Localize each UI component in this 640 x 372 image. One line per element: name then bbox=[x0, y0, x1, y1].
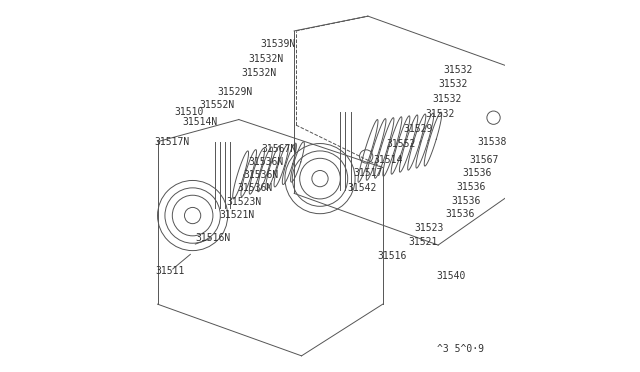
Text: 31567: 31567 bbox=[470, 155, 499, 165]
Text: 31536: 31536 bbox=[462, 168, 492, 178]
Text: 31552N: 31552N bbox=[199, 100, 234, 110]
Text: 31517N: 31517N bbox=[155, 137, 190, 147]
Text: 31536: 31536 bbox=[457, 182, 486, 192]
Text: 31529: 31529 bbox=[403, 124, 433, 134]
Text: 31521: 31521 bbox=[408, 237, 437, 247]
Text: 31532: 31532 bbox=[426, 109, 454, 119]
Text: 31523N: 31523N bbox=[227, 196, 262, 206]
Text: 31516N: 31516N bbox=[195, 233, 230, 243]
Text: 31532: 31532 bbox=[444, 65, 473, 75]
Text: 31517: 31517 bbox=[353, 168, 383, 178]
Text: 31511: 31511 bbox=[156, 266, 185, 276]
Text: ^3 5^0·9: ^3 5^0·9 bbox=[437, 344, 484, 354]
Text: 31532N: 31532N bbox=[249, 54, 284, 64]
Text: 31540: 31540 bbox=[436, 272, 466, 282]
Text: 31536N: 31536N bbox=[243, 170, 278, 180]
Text: 31538: 31538 bbox=[477, 137, 506, 147]
Text: 31521N: 31521N bbox=[220, 210, 255, 220]
Text: 31539N: 31539N bbox=[260, 39, 295, 49]
Text: 31510: 31510 bbox=[174, 107, 204, 117]
Text: 31536N: 31536N bbox=[249, 157, 284, 167]
Text: 31536: 31536 bbox=[445, 209, 475, 219]
Text: 31552: 31552 bbox=[387, 138, 416, 148]
Text: 31567N: 31567N bbox=[262, 144, 297, 154]
Text: 31532: 31532 bbox=[433, 94, 462, 104]
Text: 31532: 31532 bbox=[438, 80, 468, 89]
Text: 31516: 31516 bbox=[378, 251, 406, 261]
Text: 31514: 31514 bbox=[374, 155, 403, 165]
Text: 31523: 31523 bbox=[414, 224, 444, 234]
Text: 31532N: 31532N bbox=[241, 68, 276, 78]
Text: 31536N: 31536N bbox=[238, 183, 273, 193]
Text: 31542: 31542 bbox=[348, 183, 377, 193]
Text: 31536: 31536 bbox=[451, 196, 481, 206]
Text: 31514N: 31514N bbox=[182, 118, 218, 128]
Text: 31529N: 31529N bbox=[218, 87, 253, 97]
